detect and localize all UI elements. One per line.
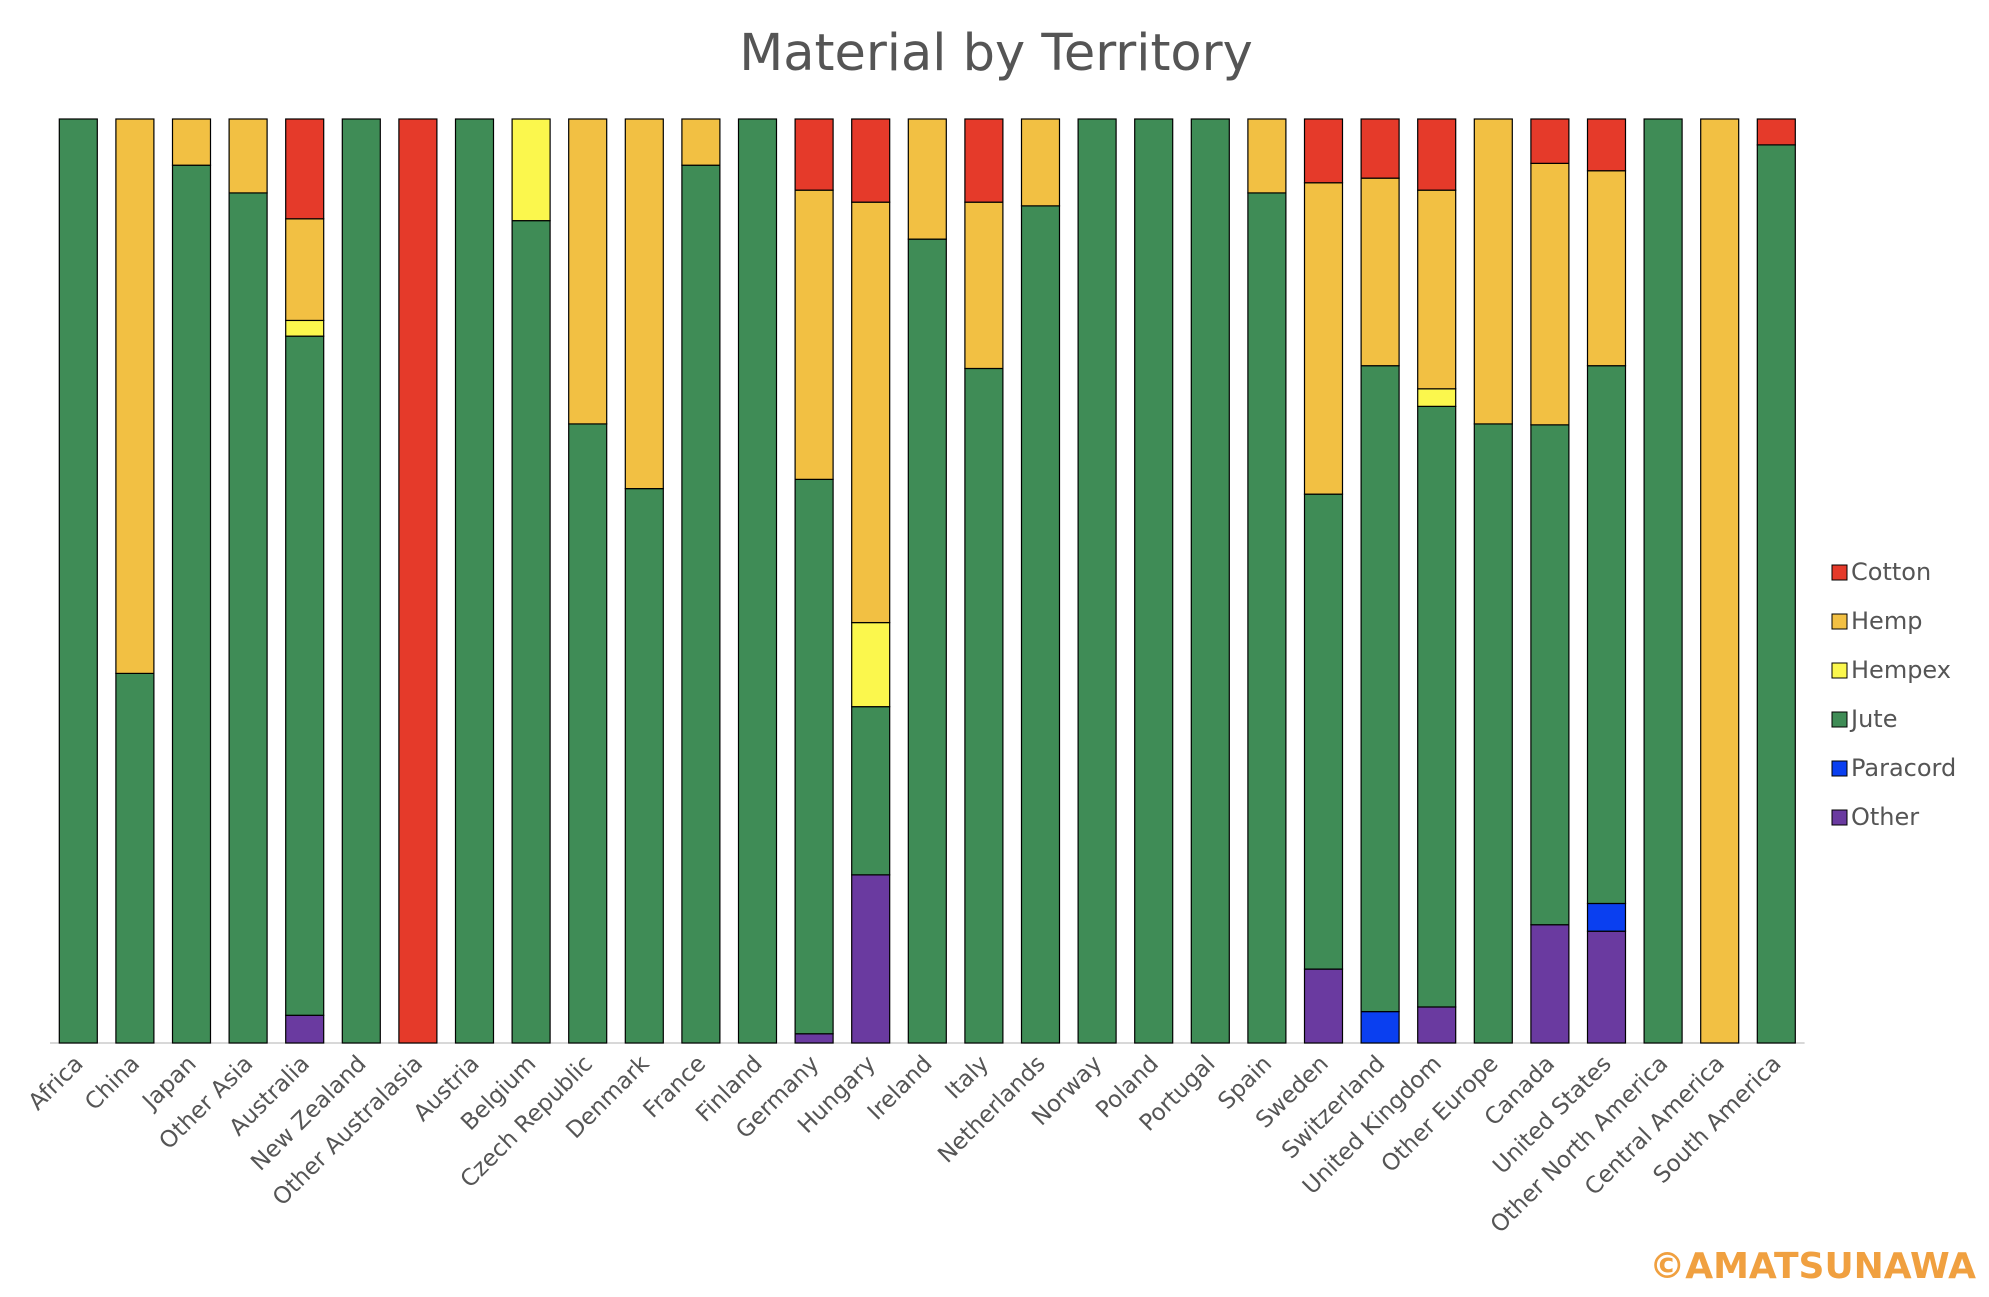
bar-segment — [1530, 424, 1570, 926]
bar-segment — [1303, 182, 1344, 495]
bar-segment — [1077, 118, 1117, 1044]
bar-segment — [1360, 365, 1400, 1013]
bar-segment — [1247, 118, 1287, 194]
legend-swatch — [1831, 809, 1848, 826]
bar-segment — [285, 118, 325, 220]
bar-segment — [58, 118, 98, 1044]
bar-segment — [285, 218, 325, 322]
bar-segment — [794, 189, 834, 480]
bar-segment — [115, 118, 155, 675]
legend-label: Other — [1851, 803, 1919, 831]
bar-segment — [341, 118, 381, 1044]
bar-segment — [794, 118, 834, 191]
bar-segment — [171, 164, 212, 1044]
chart-title: Material by Territory — [739, 24, 1253, 83]
bar-segment — [1020, 118, 1061, 207]
bar-segment — [228, 192, 268, 1044]
bar-segment — [1530, 924, 1570, 1044]
bar-segment — [851, 118, 891, 203]
bar-segment — [398, 118, 438, 1044]
bar-segment — [285, 319, 325, 337]
bar-segment — [1473, 118, 1513, 425]
bar-segment — [681, 164, 721, 1044]
watermark: ©AMATSUNAWA — [1649, 1246, 1976, 1287]
bar-segment — [1417, 1006, 1457, 1044]
bar-segment — [964, 118, 1004, 203]
bar-segment — [851, 201, 891, 624]
legend-swatch — [1831, 711, 1848, 728]
legend-label: Cotton — [1851, 558, 1931, 586]
bar-segment — [171, 118, 212, 166]
bar-segment — [228, 118, 268, 194]
bar-segment — [568, 423, 608, 1044]
bar-segment — [1643, 118, 1683, 1044]
bar-segment — [794, 1033, 834, 1044]
bar-segment — [1360, 118, 1400, 179]
bar-segment — [907, 118, 947, 240]
bar-segment — [851, 874, 891, 1044]
bar-segment — [1247, 192, 1287, 1044]
legend-label: Paracord — [1851, 754, 1956, 782]
bar-segment — [1586, 930, 1627, 1044]
bar-segment — [115, 672, 155, 1044]
bar-segment — [1756, 118, 1796, 146]
bar-segment — [285, 1014, 325, 1044]
bar-segment — [285, 335, 325, 1016]
bar-segment — [1360, 177, 1400, 367]
bar-segment — [794, 478, 834, 1035]
bar-segment — [1360, 1010, 1400, 1044]
bar-segment — [1700, 118, 1740, 1044]
legend-label: Hempex — [1851, 656, 1951, 684]
bar-segment — [1417, 388, 1457, 407]
bar-segment — [511, 118, 551, 222]
bar-segment — [624, 488, 664, 1044]
bar-segment — [511, 220, 551, 1044]
bar-segment — [1190, 118, 1230, 1044]
bar-segment — [1586, 365, 1627, 905]
legend-swatch — [1831, 564, 1848, 581]
legend-swatch — [1831, 662, 1848, 679]
bar-segment — [964, 201, 1004, 370]
legend-swatch — [1831, 613, 1848, 630]
bar-segment — [568, 118, 608, 425]
bar-segment — [1417, 405, 1457, 1008]
bar-segment — [1473, 423, 1513, 1044]
bar-segment — [1530, 118, 1570, 164]
bar-segment — [1303, 968, 1344, 1044]
legend-swatch — [1831, 760, 1848, 777]
bar-segment — [454, 118, 495, 1044]
bar-segment — [851, 706, 891, 876]
bar-segment — [1586, 118, 1627, 172]
bar-segment — [737, 118, 778, 1044]
bar-segment — [1417, 189, 1457, 390]
bar-segment — [1134, 118, 1174, 1044]
x-tick-label: Ireland — [863, 1051, 938, 1126]
bar-segment — [964, 367, 1004, 1044]
legend-label: Hemp — [1851, 607, 1922, 635]
x-tick-label: Africa — [24, 1051, 89, 1116]
bar-segment — [1586, 170, 1627, 367]
bar-segment — [1586, 902, 1627, 932]
x-tick-label: China — [80, 1051, 145, 1116]
bar-segment — [1020, 205, 1061, 1044]
bar-segment — [1303, 118, 1344, 184]
bar-segment — [624, 118, 664, 490]
bar-segment — [681, 118, 721, 166]
bar-segment — [1417, 118, 1457, 191]
bar-segment — [1756, 144, 1796, 1044]
bar-segment — [1303, 493, 1344, 970]
bar-segment — [1530, 162, 1570, 426]
bar-segment — [907, 238, 947, 1044]
bar-segment — [851, 621, 891, 708]
legend-label: Jute — [1849, 705, 1897, 733]
